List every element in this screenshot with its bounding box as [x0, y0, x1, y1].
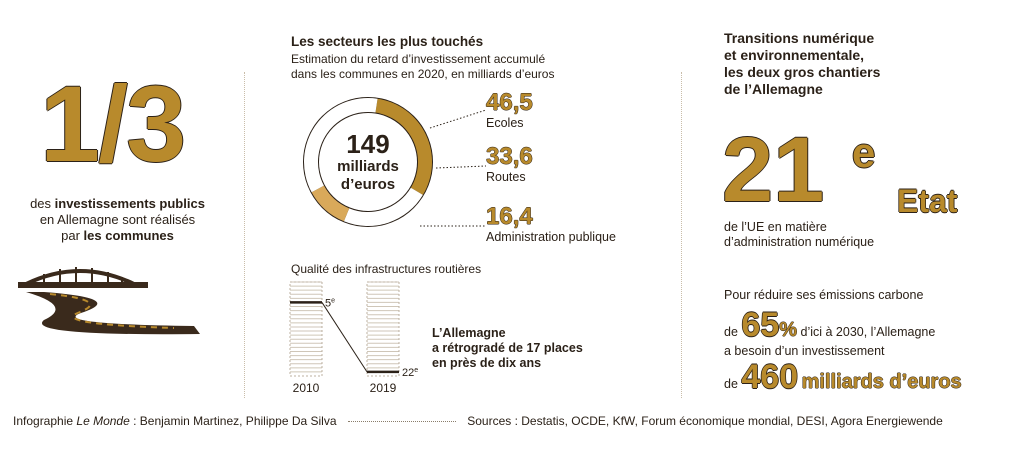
carbon-de1: de: [724, 325, 738, 339]
investment-de: de: [724, 377, 738, 391]
slice-label-ecoles: 46,5 Ecoles: [486, 89, 533, 131]
transitions-title-line2: et environnementale,: [724, 47, 865, 63]
left-text-pre: des: [30, 196, 55, 211]
donut-unit: milliards d’euros: [318, 158, 418, 194]
road-quality-title: Qualité des infrastructures routières: [291, 262, 482, 276]
transitions-title-line1: Transitions numérique: [724, 30, 875, 46]
slice-category-ecoles: Ecoles: [486, 116, 524, 130]
road-rank-chart: 5e 2010 22e 2019: [289, 281, 418, 395]
left-text-bold2: les communes: [83, 228, 174, 243]
left-text-mid: en Allemagne sont réalisés: [39, 212, 196, 227]
footer-credit-post: : Benjamin Martinez, Philippe Da Silva: [129, 414, 337, 428]
carbon-pct-sign: %: [779, 319, 798, 341]
eu-rank-desc-line2: d’administration numérique: [724, 235, 875, 249]
donut-chart: [303, 97, 487, 227]
investment-value: 460: [741, 358, 799, 396]
slice-value-admin: 16,4: [486, 203, 533, 230]
slice-category-routes: Routes: [486, 170, 526, 184]
donut-leader-1: [429, 109, 487, 129]
road-annotation-line1: L’Allemagne: [432, 326, 506, 340]
road-annotation: L’Allemagne a rétrogradé de 17 places en…: [432, 326, 602, 371]
eu-rank-word: Etat: [897, 183, 958, 219]
donut-slice-rest: [304, 98, 378, 193]
rank-year-2010: 2010: [293, 381, 320, 395]
rank-label-2019: 22e: [402, 367, 418, 379]
footer-credit-pre: Infographie: [13, 414, 77, 428]
transitions-title-line3: les deux gros chantiers: [724, 64, 881, 80]
slice-category-admin: Administration publique: [486, 230, 616, 244]
rank-column-2010: [289, 281, 323, 377]
carbon-pct-value: 65: [741, 306, 780, 344]
bridge-road-icon: [18, 267, 200, 335]
donut-slice-3: [311, 185, 350, 222]
footer-credit-paper: Le Monde: [76, 414, 130, 428]
slice-value-ecoles: 46,5: [486, 89, 533, 116]
road-annotation-line2: a rétrogradé de 17 places: [432, 341, 583, 355]
donut-unit-line1: milliards: [337, 158, 399, 175]
rank-column-2019: [366, 281, 400, 377]
slice-label-admin: 16,4 Administration publique: [486, 203, 616, 245]
carbon-need-line: a besoin d’un investissement: [724, 344, 885, 358]
sectors-title: Les secteurs les plus touchés: [291, 34, 484, 49]
carbon-target-row: de 65% d’ici à 2030, l’Allemagne: [724, 306, 935, 345]
donut-unit-line2: d’euros: [340, 176, 396, 193]
sectors-subtitle-line1: Estimation du retard d’investissement ac…: [291, 52, 546, 66]
rank-year-2019: 2019: [370, 381, 397, 395]
donut-slice-1: [375, 98, 432, 195]
footer-sources: Sources : Destatis, OCDE, KfW, Forum éco…: [467, 414, 943, 428]
transitions-title: Transitions numérique et environnemental…: [724, 30, 954, 98]
sectors-subtitle-line2: dans les communes en 2020, en milliards …: [291, 67, 555, 81]
separator-right: [681, 72, 682, 398]
eu-rank-description: de l’UE en matière d’administration numé…: [724, 220, 954, 250]
fraction-headline: 1/3: [40, 63, 186, 184]
transitions-title-line4: de l’Allemagne: [724, 81, 823, 97]
footer: Infographie Le Monde : Benjamin Martinez…: [13, 414, 1003, 428]
footer-dots: [347, 421, 456, 423]
slice-value-routes: 33,6: [486, 143, 533, 170]
donut-leader-2: [435, 165, 487, 169]
rank-connector: [321, 302, 368, 373]
left-text-bold1: investissements publics: [54, 196, 205, 211]
left-description: des investissements publics en Allemagne…: [10, 196, 225, 244]
investment-row: de 460 milliards d’euros: [724, 358, 962, 397]
donut-slice-2: [343, 187, 423, 227]
donut-center-label: 149 milliards d’euros: [318, 130, 418, 194]
eu-rank-desc-line1: de l’UE en matière: [724, 220, 827, 234]
carbon-intro: Pour réduire ses émissions carbone: [724, 288, 924, 302]
donut-total: 149: [346, 129, 390, 159]
slice-label-routes: 33,6 Routes: [486, 143, 533, 185]
investment-unit: milliards d’euros: [801, 371, 962, 393]
road-annotation-line3: en près de dix ans: [432, 356, 542, 370]
carbon-pct-tail: d’ici à 2030, l’Allemagne: [800, 325, 936, 339]
separator-left: [244, 72, 245, 398]
rank-label-2010: 5e: [325, 297, 335, 309]
eu-rank-suffix: e: [852, 129, 876, 176]
left-text-par: par: [61, 228, 84, 243]
sectors-subtitle: Estimation du retard d’investissement ac…: [291, 52, 591, 82]
eu-rank-number: 21: [722, 119, 825, 221]
